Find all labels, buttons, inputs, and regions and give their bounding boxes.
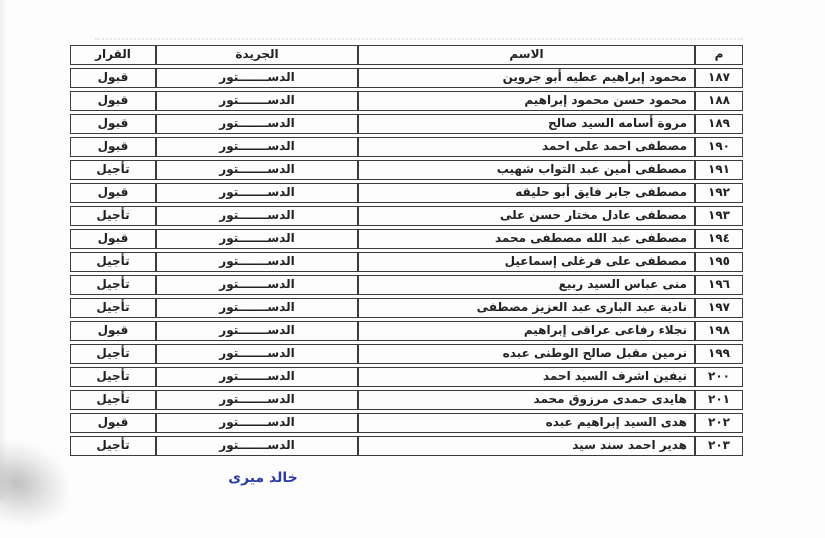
cell-index: ١٩٧	[695, 298, 743, 318]
table-row: ١٩٤ مصطفى عبد الله مصطفى محمد الدســـــــت…	[70, 229, 743, 249]
cell-decision: تأجيل	[70, 367, 156, 387]
cell-decision: تأجيل	[70, 436, 156, 456]
cell-decision: تأجيل	[70, 298, 156, 318]
cell-name: مصطفى أمين عبد التواب شهيب	[358, 160, 695, 180]
table-row: ١٩٠ مصطفى احمد على احمد الدســـــــتور قبول	[70, 137, 743, 157]
cell-name: محمود حسن محمود إبراهيم	[358, 91, 695, 111]
cell-newspaper: الدســـــــتور	[156, 321, 358, 341]
table-row: ١٨٩ مروة أسامه السيد صالح الدســـــــتور قب…	[70, 114, 743, 134]
cell-index: ١٨٩	[695, 114, 743, 134]
cell-name: نرمين مقبل صالح الوطنى عبده	[358, 344, 695, 364]
table-row: ٢٠٣ هدير احمد سند سيد الدســـــــتور تأجيل	[70, 436, 743, 456]
header-row: م الاسم الجريدة القرار	[70, 45, 743, 65]
table-row: ١٩٧ نادية عبد البارى عبد العزيز مصطفى الدس…	[70, 298, 743, 318]
cell-name: مصطفى جابر فايق أبو حليقه	[358, 183, 695, 203]
cell-index: ١٩٩	[695, 344, 743, 364]
cell-decision: قبول	[70, 183, 156, 203]
cell-newspaper: الدســـــــتور	[156, 206, 358, 226]
cell-name: هدير احمد سند سيد	[358, 436, 695, 456]
cell-decision: تأجيل	[70, 275, 156, 295]
cell-index: ١٨٨	[695, 91, 743, 111]
header-index-column: م	[695, 45, 743, 65]
cell-decision: قبول	[70, 137, 156, 157]
cell-index: ١٩٦	[695, 275, 743, 295]
cell-newspaper: الدســـــــتور	[156, 160, 358, 180]
cell-decision: قبول	[70, 229, 156, 249]
cell-index: ١٩٨	[695, 321, 743, 341]
table-row: ١٩١ مصطفى أمين عبد التواب شهيب الدســـــــ…	[70, 160, 743, 180]
cell-decision: تأجيل	[70, 390, 156, 410]
cell-name: هدى السيد إبراهيم عبده	[358, 413, 695, 433]
table-row: ١٩٥ مصطفى على فرغلى إسماعيل الدســـــــتور…	[70, 252, 743, 272]
header-decision-column: القرار	[70, 45, 156, 65]
cell-index: ٢٠٢	[695, 413, 743, 433]
scan-corner-smudge	[0, 434, 81, 538]
cell-index: ١٩٤	[695, 229, 743, 249]
cell-newspaper: الدســـــــتور	[156, 275, 358, 295]
cell-newspaper: الدســـــــتور	[156, 91, 358, 111]
cell-name: مصطفى عادل مختار حسن على	[358, 206, 695, 226]
cell-newspaper: الدســـــــتور	[156, 367, 358, 387]
table-row: ١٩٦ منى عباس السيد ربيع الدســـــــتور تأجي…	[70, 275, 743, 295]
cell-name: نادية عبد البارى عبد العزيز مصطفى	[358, 298, 695, 318]
cell-index: ١٩٣	[695, 206, 743, 226]
table-row: ٢٠٢ هدى السيد إبراهيم عبده الدســـــــتور ق…	[70, 413, 743, 433]
cell-name: نيفين اشرف السيد احمد	[358, 367, 695, 387]
cell-index: ٢٠٣	[695, 436, 743, 456]
table-row: ١٩٣ مصطفى عادل مختار حسن على الدســـــــتو…	[70, 206, 743, 226]
cell-decision: قبول	[70, 413, 156, 433]
cell-newspaper: الدســـــــتور	[156, 229, 358, 249]
cell-decision: تأجيل	[70, 160, 156, 180]
cell-newspaper: الدســـــــتور	[156, 114, 358, 134]
table-body: ١٨٧ محمود إبراهيم عطيه أبو جروين الدســـــ…	[70, 68, 743, 456]
table-row: ١٩٢ مصطفى جابر فايق أبو حليقه الدســـــــت…	[70, 183, 743, 203]
cell-name: منى عباس السيد ربيع	[358, 275, 695, 295]
scan-artifact-line	[95, 38, 743, 40]
cell-decision: تأجيل	[70, 206, 156, 226]
signature-text: خالد ميرى	[228, 470, 298, 486]
cell-newspaper: الدســـــــتور	[156, 252, 358, 272]
cell-newspaper: الدســـــــتور	[156, 436, 358, 456]
cell-index: ١٩٠	[695, 137, 743, 157]
header-name-column: الاسم	[358, 45, 695, 65]
cell-newspaper: الدســـــــتور	[156, 344, 358, 364]
cell-newspaper: الدســـــــتور	[156, 390, 358, 410]
table-row: ٢٠٠ نيفين اشرف السيد احمد الدســـــــتور تأ…	[70, 367, 743, 387]
cell-index: ١٩١	[695, 160, 743, 180]
cell-name: هايدى حمدى مرزوق محمد	[358, 390, 695, 410]
table-row: ١٩٩ نرمين مقبل صالح الوطنى عبده الدســــــ…	[70, 344, 743, 364]
cell-name: مصطفى عبد الله مصطفى محمد	[358, 229, 695, 249]
table-row: ١٨٨ محمود حسن محمود إبراهيم الدســـــــتور…	[70, 91, 743, 111]
cell-newspaper: الدســـــــتور	[156, 183, 358, 203]
table-row: ١٨٧ محمود إبراهيم عطيه أبو جروين الدســـــ…	[70, 68, 743, 88]
cell-decision: قبول	[70, 321, 156, 341]
cell-name: مصطفى على فرغلى إسماعيل	[358, 252, 695, 272]
cell-decision: قبول	[70, 91, 156, 111]
cell-name: محمود إبراهيم عطيه أبو جروين	[358, 68, 695, 88]
cell-decision: تأجيل	[70, 344, 156, 364]
cell-newspaper: الدســـــــتور	[156, 413, 358, 433]
cell-name: مروة أسامه السيد صالح	[358, 114, 695, 134]
records-table: م الاسم الجريدة القرار ١٨٧ محمود إبراهيم …	[70, 42, 743, 459]
cell-name: نجلاء رفاعى عراقى إبراهيم	[358, 321, 695, 341]
cell-name: مصطفى احمد على احمد	[358, 137, 695, 157]
header-newspaper-column: الجريدة	[156, 45, 358, 65]
cell-index: ١٩٢	[695, 183, 743, 203]
table-row: ١٩٨ نجلاء رفاعى عراقى إبراهيم الدســـــــت…	[70, 321, 743, 341]
cell-newspaper: الدســـــــتور	[156, 298, 358, 318]
cell-index: ١٩٥	[695, 252, 743, 272]
cell-index: ٢٠٠	[695, 367, 743, 387]
cell-index: ٢٠١	[695, 390, 743, 410]
cell-decision: قبول	[70, 68, 156, 88]
cell-decision: تأجيل	[70, 252, 156, 272]
table-row: ٢٠١ هايدى حمدى مرزوق محمد الدســـــــتور تأ…	[70, 390, 743, 410]
cell-newspaper: الدســـــــتور	[156, 137, 358, 157]
cell-index: ١٨٧	[695, 68, 743, 88]
cell-decision: قبول	[70, 114, 156, 134]
cell-newspaper: الدســـــــتور	[156, 68, 358, 88]
